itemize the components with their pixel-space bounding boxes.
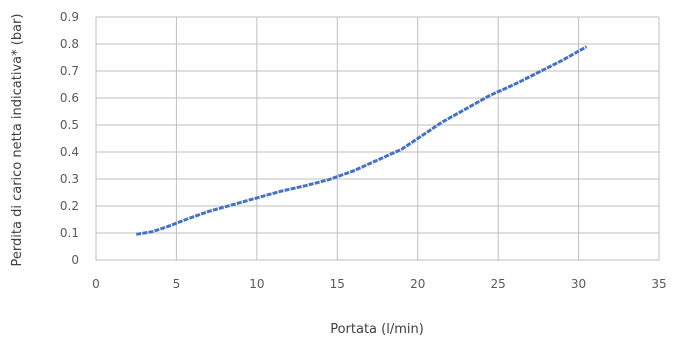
y-tick-label: 0.2 — [60, 199, 79, 213]
x-tick-label: 5 — [173, 277, 181, 291]
y-tick-label: 0.5 — [60, 118, 79, 132]
y-tick-label: 0.8 — [60, 37, 79, 51]
y-axis-ticks: 0 0.1 0.2 0.3 0.4 0.5 0.6 0.7 0.8 0.9 — [60, 10, 79, 267]
x-tick-label: 20 — [410, 277, 425, 291]
y-tick-label: 0.3 — [60, 172, 79, 186]
y-tick-label: 0.4 — [60, 145, 79, 159]
y-tick-label: 0.6 — [60, 91, 79, 105]
x-tick-label: 25 — [491, 277, 506, 291]
x-tick-label: 30 — [571, 277, 586, 291]
series-layer — [135, 45, 588, 236]
y-axis-label: Perdita di carico netta indicativa* (bar… — [10, 14, 25, 267]
y-tick-label: 0 — [71, 253, 79, 267]
series-line — [135, 45, 588, 236]
x-tick-label: 35 — [651, 277, 666, 291]
x-axis-ticks: 0 5 10 15 20 25 30 35 — [92, 277, 666, 291]
x-tick-label: 15 — [330, 277, 345, 291]
x-axis-label: Portata (l/min) — [330, 322, 424, 337]
x-tick-label: 0 — [92, 277, 100, 291]
y-tick-label: 0.7 — [60, 64, 79, 78]
x-tick-label: 10 — [249, 277, 264, 291]
y-tick-label: 0.9 — [60, 10, 79, 24]
grid — [95, 16, 660, 261]
y-tick-label: 0.1 — [60, 226, 79, 240]
